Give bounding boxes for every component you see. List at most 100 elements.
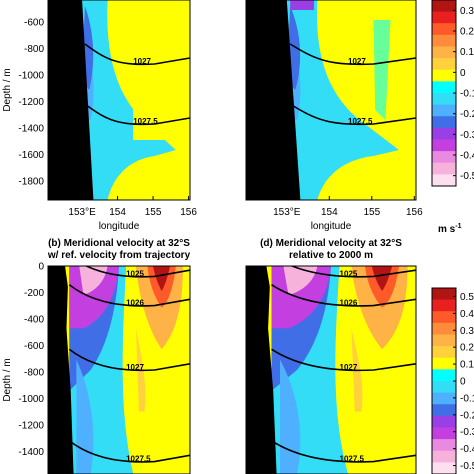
colorbar-label: -0.5 (460, 461, 474, 472)
colorbar-segment (432, 93, 456, 106)
contour-label: 1025 (340, 269, 358, 278)
colorbar-label: 0.4 (460, 309, 474, 320)
colorbar-label: 0 (460, 68, 466, 79)
colorbar-segment (432, 415, 456, 428)
colorbar-segment (432, 404, 456, 417)
xtick-label: 154 (109, 207, 126, 218)
contour-label: 1027.5 (126, 455, 151, 464)
ytick-label: -600 (24, 341, 44, 352)
ytick-label: -200 (24, 288, 44, 299)
xtick-label: 154 (321, 207, 338, 218)
colorbar-segment (432, 151, 456, 164)
colorbar-segment (432, 139, 456, 152)
colorbar-label: 0.1 (460, 360, 474, 371)
velocity-field: 1027 1027.5 (48, 0, 190, 200)
colorbar-segment (432, 162, 456, 175)
colorbar-label: -0.5 (460, 171, 474, 182)
y-axis-label: Depth / m (2, 358, 13, 401)
colorbar-segment (432, 311, 456, 324)
colorbar-segment (432, 299, 456, 312)
xtick-label: 153°E (273, 207, 301, 218)
y-axis-label: Depth / m (2, 68, 13, 111)
colorbar-segment (432, 23, 456, 36)
colorbar-unit-exp: -1 (455, 223, 461, 230)
colorbar-segment (432, 69, 456, 82)
blue-lower-region (280, 359, 301, 474)
xtick-label: 155 (145, 207, 162, 218)
colorbar-segment (432, 369, 456, 382)
panel-d: 1025 1026 1027 1027.5 (245, 265, 417, 474)
colorbar-label: -0.4 (460, 444, 474, 455)
axes-frame (245, 265, 417, 474)
panel-title: (d) Meridional velocity at 32°S (260, 238, 402, 249)
density-contour (68, 348, 190, 372)
colorbar-segment (432, 11, 456, 24)
ytick-label: -1400 (18, 447, 44, 458)
density-contour (289, 266, 416, 278)
x-axis-label: longitude (99, 221, 140, 232)
xtick-label: 155 (363, 207, 380, 218)
ytick-label: -1800 (18, 177, 44, 188)
contour-label: 1026 (340, 299, 358, 308)
colorbar-label: -0.1 (460, 89, 474, 100)
colorbar-segment (432, 104, 456, 117)
density-contour (84, 103, 190, 126)
density-contour (289, 103, 416, 126)
ytick-label: 0 (38, 262, 44, 273)
colorbar-segment (432, 381, 456, 394)
colorbar-segment (432, 288, 456, 301)
colorbar-label: 0.3 (460, 6, 474, 17)
ytick-label: -1200 (18, 421, 44, 432)
x-axis-label: longitude (311, 221, 352, 232)
xtick-label: 156 (180, 207, 197, 218)
colorbar-top: 0.3 0.2 0.1 0 -0.1 -0.2 -0.3 -0.4 -0.5 (431, 0, 474, 187)
colorbar-label: 0.3 (460, 326, 474, 337)
velocity-field: 1025 1026 1027 1027.5 (48, 266, 190, 474)
colorbar-unit: m s-1 (438, 223, 462, 235)
dark-red-region (153, 266, 171, 291)
cyan-patch (373, 20, 391, 120)
density-contour (271, 348, 416, 372)
ytick-label: -600 (24, 18, 44, 29)
colorbar-label: -0.4 (460, 151, 474, 162)
contour-label: 1027 (348, 57, 366, 66)
density-contour (68, 284, 190, 307)
xtick-label: 156 (406, 207, 423, 218)
contour-label: 1027 (340, 363, 358, 372)
colorbar-label: 0.2 (460, 27, 474, 38)
colorbar-label: -0.2 (460, 109, 474, 120)
density-contour (271, 440, 416, 463)
colorbar-label: -0.2 (460, 410, 474, 421)
ytick-label: -1600 (18, 150, 44, 161)
land-mask (48, 0, 94, 200)
colorbar-segment (432, 116, 456, 129)
contour-label: 1027.5 (348, 117, 373, 126)
panel-b: 1025 1026 1027 1027.5 (47, 265, 191, 474)
panel-title: w/ ref. velocity from trajectory (47, 250, 191, 261)
colorbar-label: -0.3 (460, 130, 474, 141)
contour-label: 1027 (133, 57, 151, 66)
density-contour (271, 284, 416, 307)
ytick-label: -400 (24, 315, 44, 326)
colorbar-label: 0.1 (460, 47, 474, 58)
land-mask (48, 266, 74, 474)
blue-lower-region (76, 359, 94, 474)
colorbar-segment (432, 462, 456, 474)
colorbar-bottom: 0.5 0.4 0.3 0.2 0.1 0 -0.1 -0.2 -0.3 -0.4 -0.5 (431, 287, 474, 474)
colorbar-segment (432, 34, 456, 47)
colorbar-segment (432, 0, 456, 13)
panel-c: 1027 1027.5 (245, 0, 417, 201)
colorbar-label: -0.1 (460, 393, 474, 404)
yellow-region (133, 0, 190, 140)
ytick-label: -800 (24, 44, 44, 55)
panel-title: (b) Meridional velocity at 32°S (48, 238, 190, 249)
colorbar-segment (432, 322, 456, 335)
ytick-label: -1200 (18, 97, 44, 108)
density-contour (289, 43, 416, 66)
colorbar-segment (432, 58, 456, 71)
cyan-region (280, 0, 399, 200)
colorbar-segment (432, 334, 456, 347)
colorbar-segment (432, 127, 456, 140)
colorbar-segment (432, 427, 456, 440)
